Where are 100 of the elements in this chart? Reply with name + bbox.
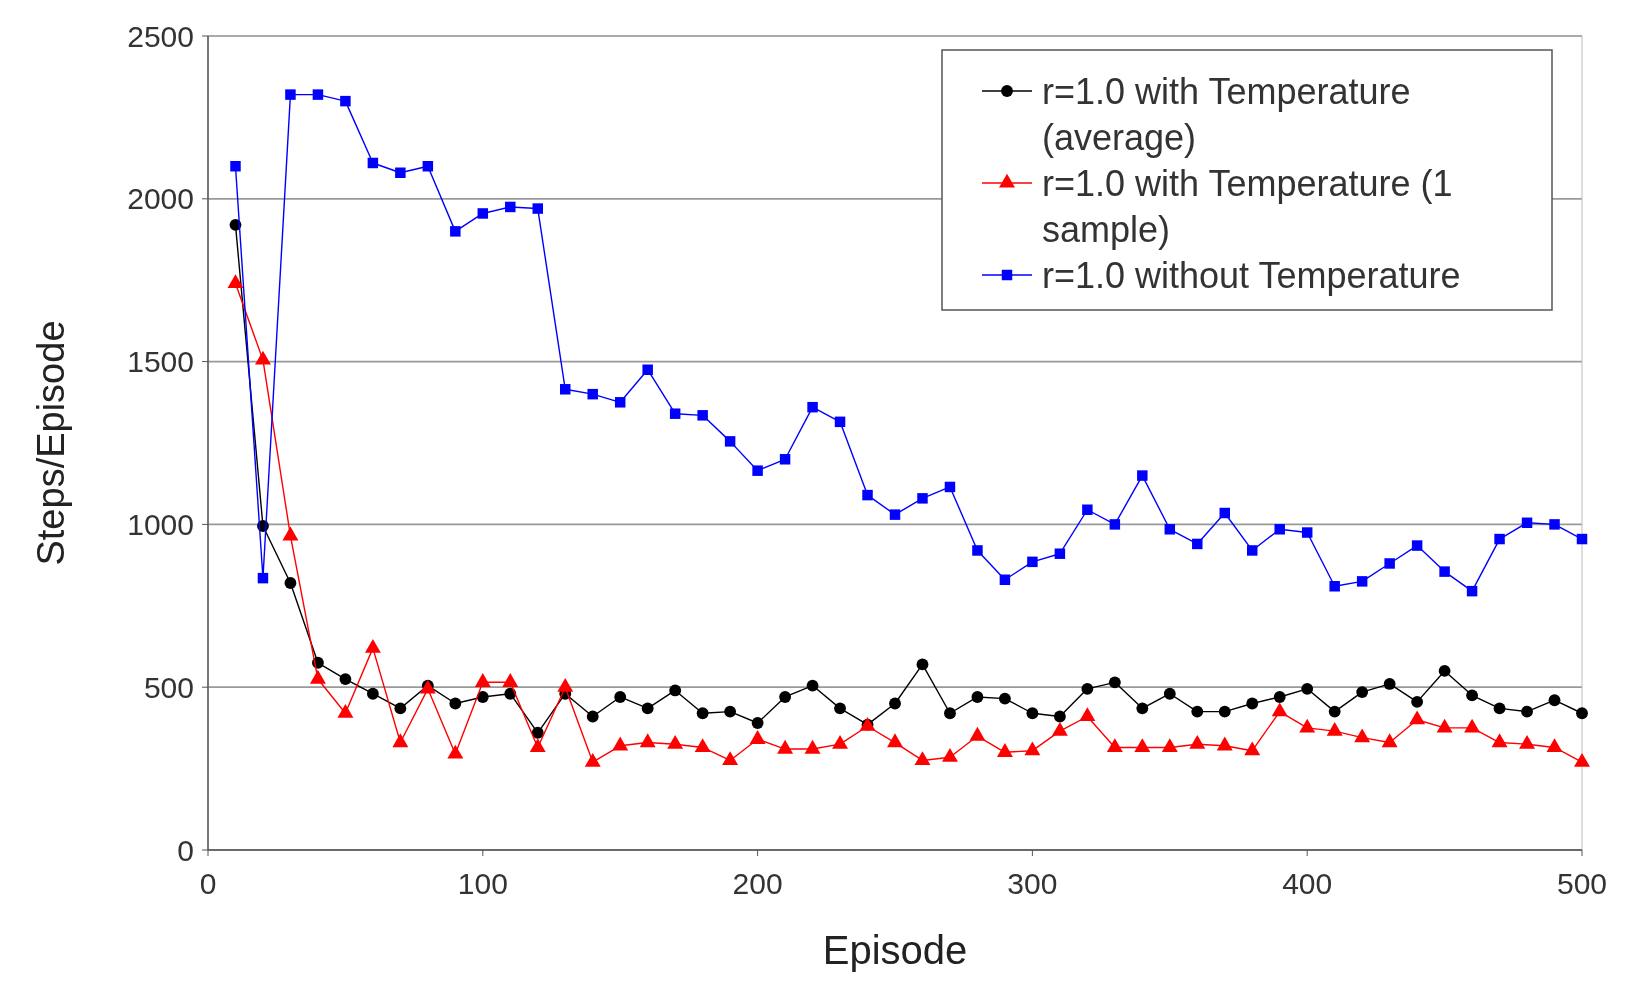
point [1054, 548, 1066, 559]
point [996, 743, 1013, 757]
point [1271, 702, 1288, 717]
point [1082, 504, 1093, 515]
x-tick-label: 100 [457, 867, 508, 900]
legend-label: r=1.0 with Temperature (average) [1042, 70, 1411, 158]
point [340, 95, 351, 107]
point [917, 493, 928, 504]
point [1519, 734, 1536, 749]
point [944, 707, 956, 720]
point [474, 673, 491, 687]
point [641, 702, 654, 715]
point [1493, 702, 1506, 715]
point [832, 734, 849, 749]
point [722, 751, 739, 766]
point [999, 574, 1011, 585]
point [669, 684, 682, 697]
point [282, 526, 299, 541]
point [1244, 741, 1261, 756]
point [914, 751, 931, 766]
point [364, 638, 381, 653]
x-tick-label: 500 [1556, 867, 1608, 900]
point [724, 705, 737, 718]
point [834, 702, 846, 715]
point [1411, 695, 1424, 708]
point [502, 673, 519, 687]
point [366, 687, 379, 700]
point [1436, 718, 1453, 733]
point [586, 710, 599, 723]
point [1079, 707, 1096, 722]
x-tick-label: 300 [1007, 867, 1058, 900]
point [1301, 527, 1313, 538]
point [1191, 705, 1204, 718]
point [422, 161, 434, 172]
y-axis-title: Steps/Episode [30, 320, 72, 566]
point [529, 738, 546, 753]
point [1163, 687, 1176, 700]
point [804, 739, 821, 754]
point [584, 752, 601, 767]
y-tick-label: 1000 [127, 507, 194, 541]
point [1411, 540, 1423, 551]
point [1189, 734, 1206, 749]
point [972, 545, 983, 556]
point [889, 697, 901, 710]
point [642, 364, 653, 375]
point [834, 416, 846, 428]
point [1384, 558, 1395, 569]
point [1137, 470, 1148, 481]
point [477, 208, 489, 219]
point [557, 678, 574, 692]
point [1383, 678, 1396, 690]
legend-label: r=1.0 without Temperature [1042, 254, 1461, 296]
point [1106, 738, 1123, 753]
point [1134, 738, 1151, 753]
point [1219, 507, 1230, 519]
point [807, 401, 818, 413]
point [1548, 694, 1561, 707]
point [1328, 705, 1341, 718]
x-tick-label: 0 [199, 867, 217, 900]
point [806, 679, 819, 692]
point [779, 454, 791, 465]
point [944, 481, 956, 493]
point [257, 572, 269, 584]
point [1024, 741, 1041, 756]
point [1326, 721, 1343, 736]
point [1521, 517, 1533, 529]
point [724, 436, 736, 447]
point [1051, 721, 1068, 736]
point [696, 707, 709, 720]
point [1438, 665, 1451, 677]
x-tick-label: 400 [1282, 867, 1333, 900]
point [1491, 733, 1508, 748]
point [1081, 682, 1094, 695]
point [560, 384, 571, 395]
legend-label: r=1.0 with Temperature (1 sample) [1042, 162, 1453, 250]
point [392, 733, 409, 748]
point [476, 691, 489, 703]
point [1574, 752, 1590, 767]
point [1218, 705, 1231, 718]
point [1161, 738, 1178, 753]
point [1576, 707, 1588, 720]
point [1164, 524, 1176, 535]
point [777, 739, 794, 754]
y-tick-label: 1500 [127, 345, 194, 379]
point [395, 167, 406, 178]
point [532, 203, 543, 214]
point [971, 691, 984, 703]
point [1274, 524, 1285, 535]
point [1356, 576, 1368, 587]
point [1381, 733, 1398, 748]
point [1246, 697, 1259, 710]
y-tick-label: 0 [177, 833, 194, 867]
point [309, 669, 326, 684]
point [862, 489, 873, 501]
point [1466, 689, 1478, 702]
y-tick-label: 2000 [127, 182, 194, 216]
point [1247, 545, 1258, 556]
point [449, 697, 462, 710]
point [1108, 676, 1121, 689]
point [1109, 519, 1121, 530]
